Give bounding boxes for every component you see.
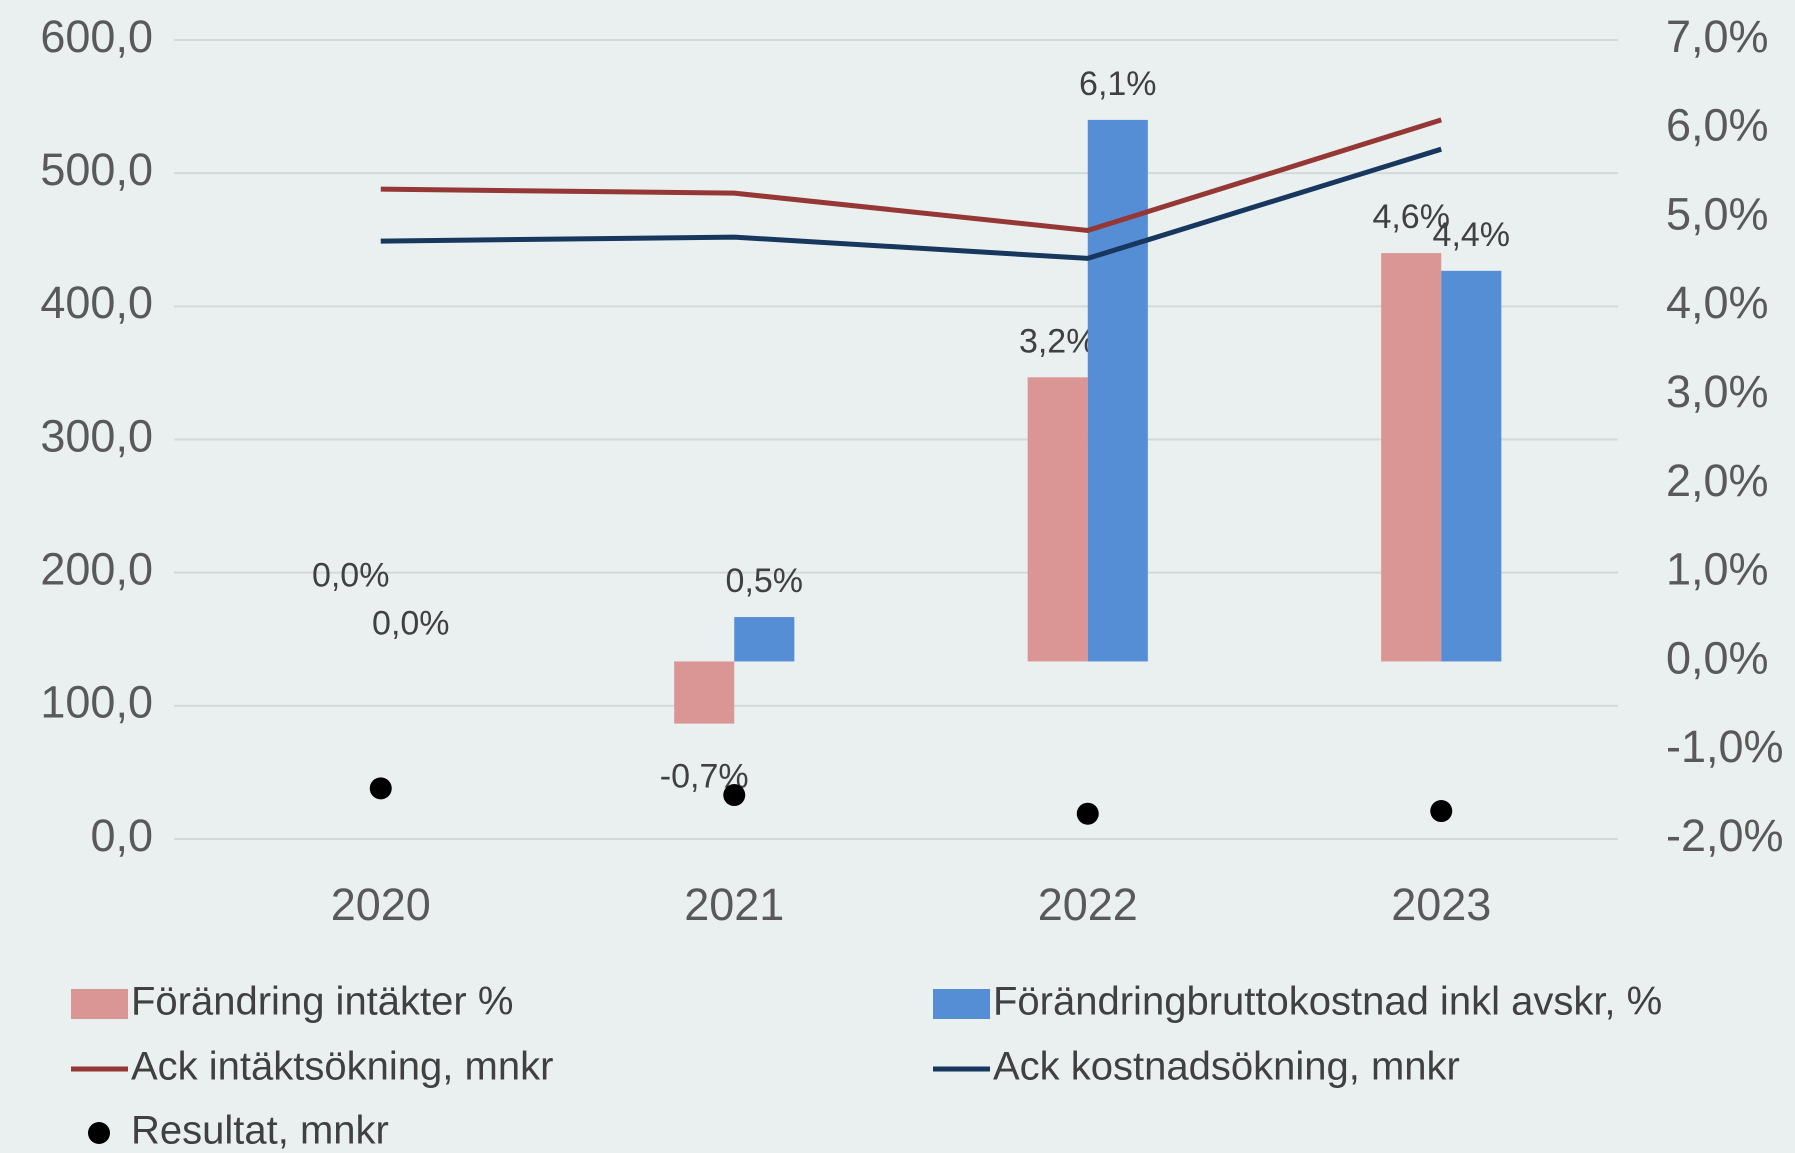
y2-tick-label: 6,0% <box>1666 100 1769 151</box>
y-tick-label: 200,0 <box>40 544 153 595</box>
legend-label: Förändring intäkter % <box>131 980 513 1024</box>
legend-swatch <box>933 989 990 1019</box>
y-tick-label: 0,0 <box>90 810 153 861</box>
legend-swatch <box>71 989 128 1019</box>
y2-tick-label: 4,0% <box>1666 277 1769 328</box>
data-label: 4,4% <box>1433 216 1511 254</box>
data-label: 6,1% <box>1079 65 1157 103</box>
point <box>1076 802 1099 825</box>
point <box>369 777 392 800</box>
x-tick-label: 2021 <box>684 879 784 930</box>
y2-tick-label: 3,0% <box>1666 366 1769 417</box>
data-label: 4,6% <box>1372 198 1450 236</box>
bar <box>674 661 735 724</box>
bar <box>734 617 795 662</box>
x-tick-label: 2023 <box>1391 879 1491 930</box>
y-tick-label: 300,0 <box>40 410 153 461</box>
y2-tick-label: 2,0% <box>1666 455 1769 506</box>
legend-label: Resultat, mnkr <box>131 1109 389 1153</box>
bar <box>1087 119 1148 662</box>
bar <box>1027 377 1088 662</box>
legend-label: Ack kostnadsökning, mnkr <box>993 1045 1460 1089</box>
y-tick-label: 500,0 <box>40 144 153 195</box>
point <box>1430 800 1453 823</box>
data-label: 0,0% <box>372 604 450 642</box>
y2-tick-label: 7,0% <box>1666 11 1769 62</box>
x-tick-label: 2022 <box>1038 879 1138 930</box>
data-label: 0,5% <box>726 562 804 600</box>
legend-swatch <box>88 1122 110 1144</box>
y2-tick-label: 5,0% <box>1666 188 1769 239</box>
y2-tick-label: 0,0% <box>1666 632 1769 683</box>
legend-label: Förändringbruttokostnad inkl avskr, % <box>993 980 1662 1024</box>
point <box>723 784 746 807</box>
data-label: 3,2% <box>1019 322 1097 360</box>
y2-tick-label: -2,0% <box>1666 810 1784 861</box>
y2-tick-label: 1,0% <box>1666 544 1769 595</box>
bar <box>1381 253 1442 662</box>
y2-tick-label: -1,0% <box>1666 721 1784 772</box>
legend-label: Ack intäktsökning, mnkr <box>131 1045 553 1089</box>
bar <box>1441 270 1502 662</box>
data-label: 0,0% <box>312 556 390 594</box>
y-tick-label: 400,0 <box>40 277 153 328</box>
line <box>380 146 1442 261</box>
line <box>380 117 1442 233</box>
y-tick-label: 600,0 <box>40 11 153 62</box>
y-tick-label: 100,0 <box>40 677 153 728</box>
x-tick-label: 2020 <box>331 879 431 930</box>
